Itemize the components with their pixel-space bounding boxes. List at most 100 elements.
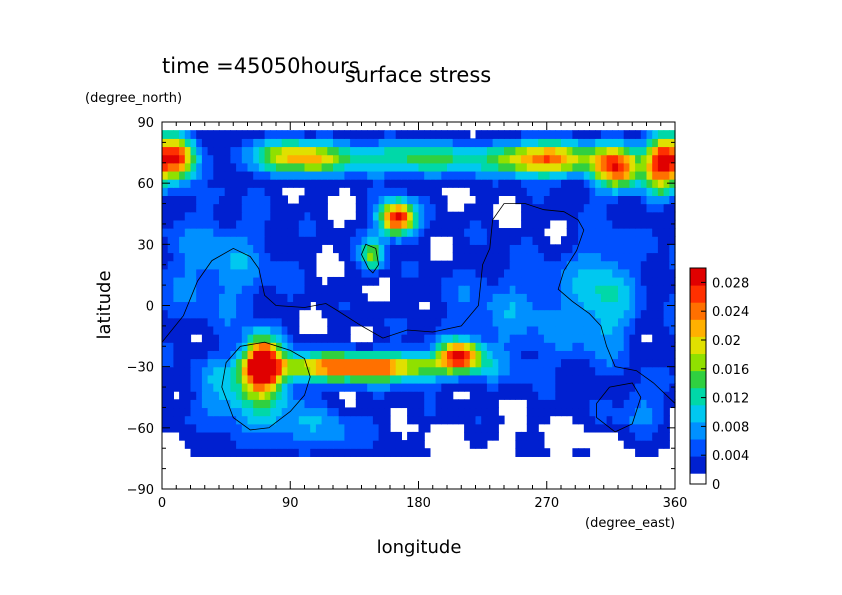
heatmap-cell xyxy=(315,219,323,229)
heatmap-cell xyxy=(333,448,340,457)
heatmap-cell xyxy=(447,415,454,425)
heatmap-cell xyxy=(184,431,192,441)
heatmap-cell xyxy=(264,366,271,376)
heatmap-cell xyxy=(384,228,391,237)
heatmap-cell xyxy=(526,431,534,441)
heatmap-cell xyxy=(310,252,317,262)
heatmap-cell xyxy=(538,374,545,384)
heatmap-cell xyxy=(481,187,488,196)
heatmap-cell xyxy=(526,301,534,311)
heatmap-cell xyxy=(241,228,249,237)
heatmap-cell xyxy=(595,228,602,237)
heatmap-cell xyxy=(361,431,368,441)
heatmap-cell xyxy=(236,407,243,417)
heatmap-cell xyxy=(509,366,516,376)
heatmap-cell xyxy=(447,268,454,278)
heatmap-cell xyxy=(561,162,568,172)
heatmap-cell xyxy=(549,138,556,148)
heatmap-cell xyxy=(196,146,203,156)
heatmap-cell xyxy=(475,219,482,229)
heatmap-cell xyxy=(504,325,511,335)
heatmap-cell xyxy=(190,366,197,376)
heatmap-cell xyxy=(167,350,174,360)
heatmap-cell xyxy=(190,154,197,164)
heatmap-cell xyxy=(640,203,648,213)
heatmap-cell xyxy=(207,276,214,286)
heatmap-cell xyxy=(407,146,414,156)
heatmap-cell xyxy=(561,138,568,148)
heatmap-cell xyxy=(498,162,505,172)
heatmap-cell xyxy=(532,301,539,311)
heatmap-cell xyxy=(526,260,534,270)
heatmap-cell xyxy=(372,162,380,172)
heatmap-cell xyxy=(401,382,408,392)
heatmap-cell xyxy=(504,382,511,392)
heatmap-cell xyxy=(492,154,499,164)
heatmap-cell xyxy=(350,236,357,245)
heatmap-cell xyxy=(515,366,522,376)
heatmap-cell xyxy=(412,154,420,164)
heatmap-cell xyxy=(241,350,249,360)
heatmap-cell xyxy=(207,325,214,335)
heatmap-cell xyxy=(464,317,471,327)
heatmap-cell xyxy=(652,244,659,254)
heatmap-cell xyxy=(646,391,653,400)
heatmap-cell xyxy=(646,187,653,196)
heatmap-cell xyxy=(521,350,528,360)
heatmap-cell xyxy=(207,342,214,351)
heatmap-cell xyxy=(298,366,306,376)
heatmap-cell xyxy=(201,228,209,237)
heatmap-cell xyxy=(395,309,402,319)
heatmap-cell xyxy=(258,440,266,449)
heatmap-cell xyxy=(612,203,619,213)
heatmap-cell xyxy=(167,130,174,139)
heatmap-cell xyxy=(418,252,425,262)
heatmap-cell xyxy=(395,285,402,294)
heatmap-cell xyxy=(572,358,579,368)
heatmap-cell xyxy=(310,268,317,278)
heatmap-cell xyxy=(583,301,591,311)
heatmap-cell xyxy=(623,268,630,278)
heatmap-cell xyxy=(509,276,516,286)
heatmap-cell xyxy=(207,170,214,180)
heatmap-cell xyxy=(390,219,397,229)
heatmap-cell xyxy=(578,203,585,213)
heatmap-cell xyxy=(458,317,465,327)
heatmap-cell xyxy=(310,228,317,237)
heatmap-cell xyxy=(492,391,499,400)
heatmap-cell xyxy=(201,211,209,221)
heatmap-cell xyxy=(663,285,670,294)
heatmap-cell xyxy=(424,366,431,376)
heatmap-cell xyxy=(652,276,659,286)
heatmap-cell xyxy=(475,374,482,384)
heatmap-cell xyxy=(219,407,226,417)
heatmap-cell xyxy=(458,334,465,343)
heatmap-cell xyxy=(258,285,266,294)
heatmap-cell xyxy=(566,293,573,303)
heatmap-cell xyxy=(253,431,260,441)
heatmap-cell xyxy=(458,366,465,376)
heatmap-cell xyxy=(458,170,465,180)
heatmap-cell xyxy=(589,374,596,384)
heatmap-cell xyxy=(663,325,670,335)
heatmap-cell xyxy=(646,195,653,205)
heatmap-cell xyxy=(253,211,260,221)
heatmap-cell xyxy=(167,325,174,335)
heatmap-cell xyxy=(481,219,488,229)
heatmap-cell xyxy=(298,162,306,172)
x-axis-label: longitude xyxy=(377,537,462,558)
heatmap-cell xyxy=(612,130,619,139)
heatmap-cell xyxy=(629,187,636,196)
heatmap-cell xyxy=(179,399,186,409)
heatmap-cell xyxy=(224,146,231,156)
heatmap-cell xyxy=(173,276,180,286)
heatmap-cell xyxy=(224,342,231,351)
heatmap-cell xyxy=(566,203,573,213)
heatmap-cell xyxy=(293,179,300,188)
heatmap-cell xyxy=(270,309,277,319)
heatmap-cell xyxy=(452,236,459,245)
heatmap-cell xyxy=(549,187,556,196)
heatmap-cell xyxy=(526,211,534,221)
heatmap-cell xyxy=(258,366,266,376)
heatmap-cell xyxy=(521,366,528,376)
